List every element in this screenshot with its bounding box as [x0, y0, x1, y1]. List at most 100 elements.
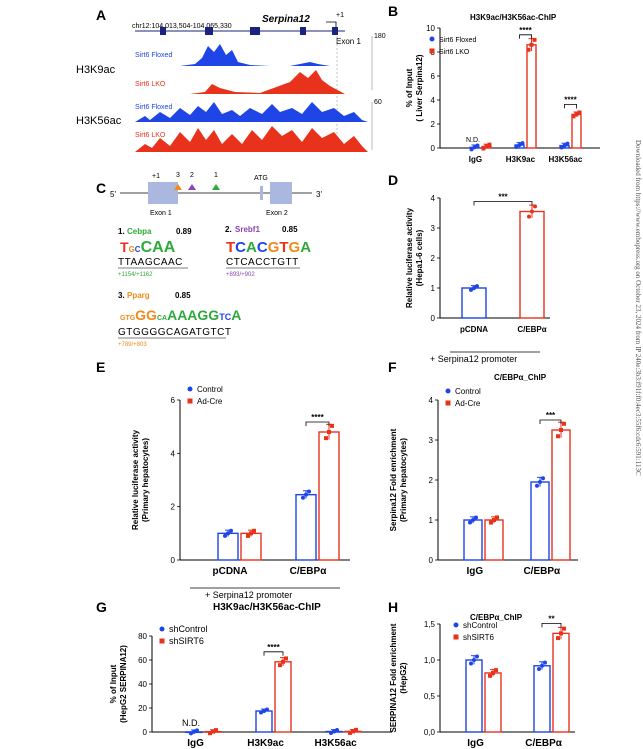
track-lko-h3k56ac [135, 126, 368, 152]
y-axis-label: SERPINA12 Fold enrichment [389, 623, 398, 732]
data-point [530, 209, 534, 214]
data-point [514, 144, 519, 149]
genome-coords: chr12:104,013,504-104,065,330 [132, 23, 232, 30]
sig-bracket [564, 104, 577, 109]
marker-1: 1 [214, 172, 218, 179]
legend-label: Control [197, 385, 223, 394]
y-axis-label: % of Input [405, 68, 414, 107]
data-point [471, 518, 475, 522]
five-prime: 5' [110, 190, 116, 199]
exon-block [205, 27, 213, 35]
legend-marker [159, 626, 165, 632]
chart-d: D 0 1 2 3 4 Relative luciferase activity (Hepa1… [388, 172, 550, 364]
data-point [330, 423, 334, 428]
data-point [329, 731, 333, 736]
data-point [577, 110, 582, 115]
data-point [562, 626, 566, 631]
motif-seq: GTGGGGCAGATGTCT [118, 327, 231, 338]
legend-label: Sirt6 Floxed [439, 37, 476, 44]
legend-marker [429, 48, 435, 54]
chart-g: G H3K9ac/H3K56ac-ChIP 0 20 40 60 80 % of Input(… [96, 599, 392, 749]
y-tick-label: 2 [429, 476, 434, 485]
data-point [535, 483, 539, 488]
x-tick-label: IgG [467, 738, 484, 749]
sig-stars: **** [311, 413, 324, 422]
sig-stars: ** [548, 614, 555, 623]
x-tick-label: IgG [466, 566, 483, 577]
legend-label: Sirt6 LKO [439, 49, 470, 56]
legend-marker [445, 400, 451, 406]
bar [530, 481, 550, 561]
data-point [192, 729, 196, 734]
data-point [189, 731, 193, 736]
panel-a: A chr12:104,013,504-104,065,330 Serpina1… [76, 7, 386, 152]
motif-pos: +893/+902 [226, 272, 255, 278]
data-point [574, 112, 579, 117]
data-point [562, 143, 567, 148]
motif-name: Cebpa [127, 227, 152, 236]
bar [552, 632, 570, 733]
data-point [487, 142, 492, 147]
arrow-3-icon [174, 184, 182, 190]
exon-block [250, 27, 260, 35]
data-point [468, 520, 472, 525]
data-point [527, 214, 531, 219]
y-axis-label-2: (HepG2 SERPINA12) [119, 645, 128, 723]
y-tick-label: 6 [171, 396, 176, 405]
data-point [489, 520, 493, 525]
motif-num: 2. [225, 225, 232, 234]
xnote: + Serpina12 promoter [430, 354, 517, 364]
motif-srebf1: 2. Srebf1 0.85 TCACGTGA CTCACCTGTT +893/… [225, 225, 311, 278]
bar [526, 44, 537, 149]
motif-logo: TCACGTGA [226, 239, 311, 256]
legend-label: Ad-Cre [197, 397, 223, 406]
data-point [533, 204, 537, 209]
data-point [538, 480, 542, 484]
exon-block [300, 27, 306, 35]
y-axis-label: Serpina12 Fold enrichment [389, 428, 398, 531]
track-label-floxed: Sirt6 Floxed [135, 52, 172, 59]
y-tick-label: 20 [138, 704, 147, 713]
arrow-2-icon [188, 184, 196, 190]
y-tick-label: 0,5 [424, 692, 436, 701]
sig-bracket [539, 419, 562, 424]
atg-mark [260, 186, 263, 200]
panel-letter-e: E [96, 359, 105, 375]
bar [484, 519, 504, 561]
motif-pparg: 3. Pparg 0.85 GTGGGCAAAAGGTCA GTGGGGCAGA… [118, 291, 241, 348]
data-point [335, 727, 339, 732]
panel-letter-f: F [388, 359, 397, 375]
x-tick-label: C/EBPα [525, 738, 563, 749]
motif-cebpa: 1. Cebpa 0.89 TGCCAA TTAAGCAAC +1154/+11… [118, 227, 192, 278]
data-point [475, 284, 479, 289]
data-point [529, 42, 534, 47]
data-point [492, 518, 496, 522]
legend-label: shSIRT6 [169, 636, 204, 646]
sig-bracket [473, 201, 533, 206]
y-tick-label: 4 [171, 449, 176, 458]
arrow-1-icon [212, 184, 220, 190]
data-point [354, 727, 358, 732]
x-tick-label: H3K9ac [506, 155, 536, 164]
exon1-box [148, 182, 178, 204]
data-point [472, 658, 476, 662]
motif-logo: TGCCAA [120, 239, 176, 256]
data-point [541, 476, 545, 481]
track-label-floxed: Sirt6 Floxed [135, 104, 172, 111]
y-tick-label: 80 [138, 632, 147, 641]
chart-title: H3K9ac/H3K56ac-ChIP [470, 13, 557, 22]
data-point [488, 673, 492, 678]
figure-canvas: A chr12:104,013,504-104,065,330 Serpina1… [76, 3, 600, 749]
exon-label: Exon 1 [336, 37, 361, 46]
y-tick-label: 1,5 [424, 620, 436, 629]
motif-num: 1. [118, 227, 125, 236]
chart-title: H3K9ac/H3K56ac-ChIP [213, 602, 321, 613]
data-point [249, 531, 253, 536]
data-point [475, 654, 479, 659]
data-point [259, 710, 263, 715]
motif-score: 0.85 [175, 291, 191, 300]
data-point [223, 533, 227, 538]
legend-marker [187, 386, 193, 392]
chart-title: C/EBPα_ChIP [470, 613, 523, 622]
bar [240, 532, 262, 561]
